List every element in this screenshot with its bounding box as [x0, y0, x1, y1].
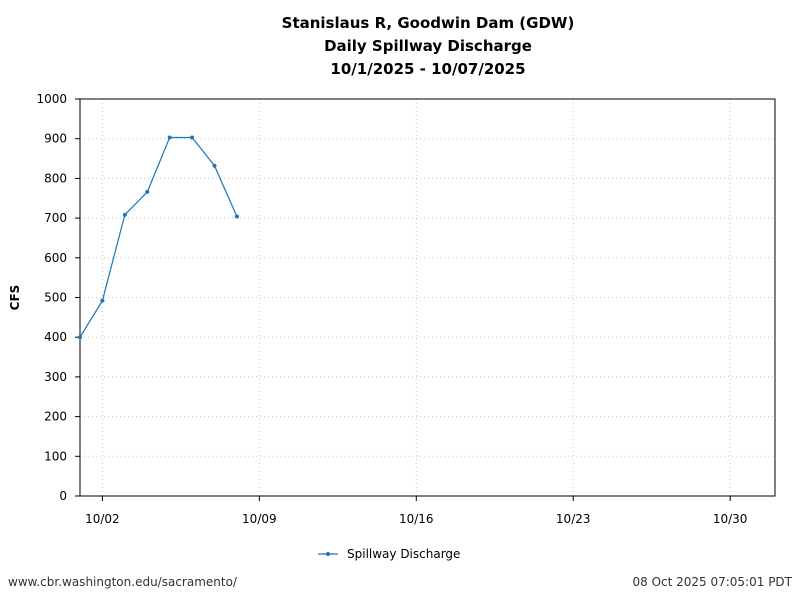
- footer-timestamp: 08 Oct 2025 07:05:01 PDT: [632, 575, 792, 589]
- data-point: [190, 135, 195, 140]
- x-tick-label: 10/16: [399, 512, 434, 526]
- grid-lines: [80, 99, 775, 496]
- footer-source-link[interactable]: www.cbr.washington.edu/sacramento/: [8, 575, 238, 589]
- data-point: [100, 298, 105, 303]
- chart-title-line-2: Daily Spillway Discharge: [324, 37, 532, 55]
- legend-entry-label: Spillway Discharge: [347, 547, 460, 561]
- y-tick-label: 500: [44, 291, 67, 305]
- x-tick-label: 10/30: [713, 512, 748, 526]
- legend: Spillway Discharge: [318, 547, 460, 561]
- chart-title-line-3: 10/1/2025 - 10/07/2025: [330, 60, 525, 78]
- chart-title: Stanislaus R, Goodwin Dam (GDW) Daily Spi…: [282, 14, 575, 78]
- y-axis-label: CFS: [8, 285, 22, 311]
- data-point: [167, 135, 172, 140]
- axes: 0 100 200 300 400 500 600 700 800 900 1000 10/02 10/…: [36, 92, 776, 526]
- data-point: [145, 189, 150, 194]
- x-tick-label: 10/23: [556, 512, 591, 526]
- y-tick-label: 800: [44, 171, 67, 185]
- data-point: [212, 163, 217, 168]
- x-tick-label: 10/09: [242, 512, 277, 526]
- data-point: [78, 335, 82, 340]
- series-line: [79, 136, 238, 338]
- y-tick-label: 0: [59, 489, 67, 503]
- legend-swatch-marker: [326, 552, 330, 556]
- chart-title-line-1: Stanislaus R, Goodwin Dam (GDW): [282, 14, 575, 32]
- data-point: [234, 214, 239, 219]
- data-point: [122, 212, 127, 217]
- y-tick-label: 300: [44, 370, 67, 384]
- x-tick-label: 10/02: [85, 512, 120, 526]
- y-tick-label: 400: [44, 330, 67, 344]
- series-group: [78, 135, 239, 340]
- y-tick-label: 200: [44, 410, 67, 424]
- y-tick-label: 1000: [36, 92, 67, 106]
- y-tick-label: 900: [44, 132, 67, 146]
- y-tick-label: 600: [44, 251, 67, 265]
- y-tick-label: 700: [44, 211, 67, 225]
- y-tick-label: 100: [44, 449, 67, 463]
